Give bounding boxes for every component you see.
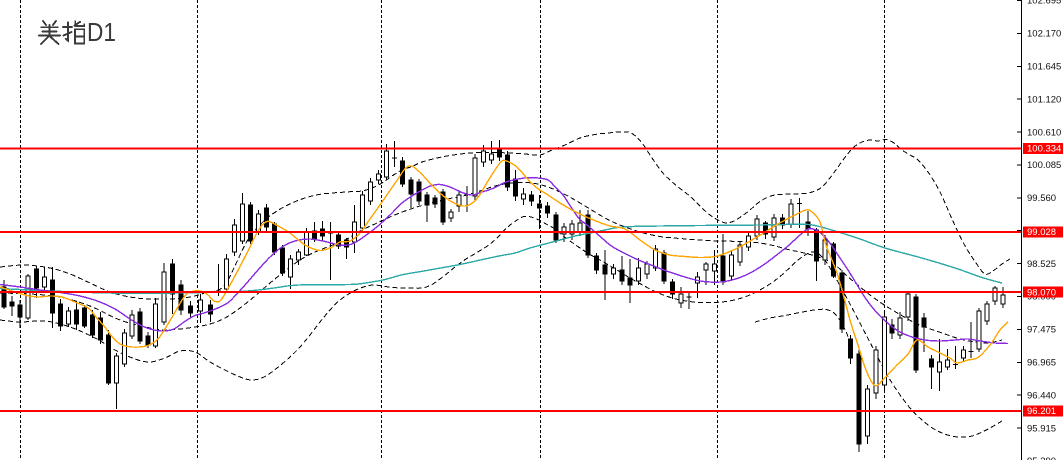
svg-text:95.390: 95.390 (1027, 456, 1056, 460)
svg-text:101.120: 101.120 (1027, 94, 1061, 105)
svg-text:96.965: 96.965 (1027, 358, 1056, 369)
svg-text:100.610: 100.610 (1027, 127, 1061, 138)
svg-text:97.475: 97.475 (1027, 325, 1056, 336)
svg-text:95.915: 95.915 (1027, 423, 1056, 434)
svg-text:96.201: 96.201 (1027, 406, 1056, 417)
svg-text:99.028: 99.028 (1027, 227, 1056, 238)
svg-text:98.525: 98.525 (1027, 259, 1056, 270)
svg-text:100.334: 100.334 (1027, 144, 1061, 155)
svg-text:96.440: 96.440 (1027, 390, 1056, 401)
svg-text:D1: D1 (87, 17, 116, 47)
svg-text:99.560: 99.560 (1027, 193, 1056, 204)
svg-text:101.645: 101.645 (1027, 62, 1061, 73)
svg-text:98.070: 98.070 (1027, 288, 1056, 299)
svg-text:102.170: 102.170 (1027, 29, 1061, 40)
svg-text:100.085: 100.085 (1027, 160, 1061, 171)
svg-text:102.695: 102.695 (1027, 0, 1061, 7)
